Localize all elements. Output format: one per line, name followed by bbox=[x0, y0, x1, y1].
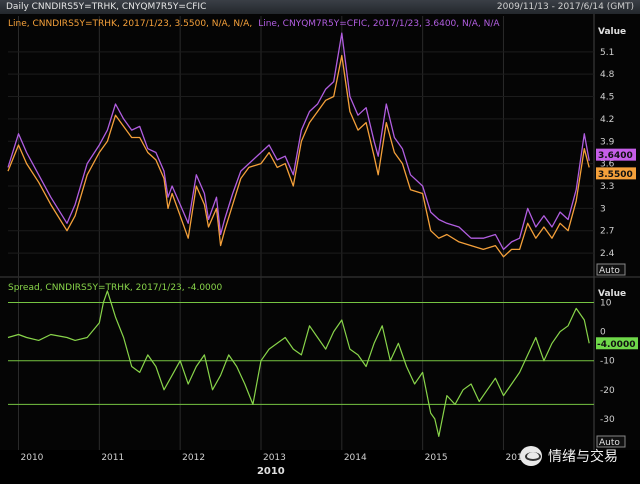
price-tick-label: 4.8 bbox=[600, 70, 615, 80]
spread-axis-title: Value bbox=[598, 289, 626, 299]
spread-last-value-tag bbox=[596, 337, 638, 350]
spread-tick-label: -10 bbox=[600, 357, 615, 367]
series-line-CNYQM7R5Y=CFIC bbox=[7, 32, 590, 251]
spread-panel bbox=[0, 278, 640, 450]
last-value-tag-text: 3.5500 bbox=[598, 170, 633, 180]
wechat-icon bbox=[520, 446, 542, 466]
spread-auto-scale-button bbox=[596, 435, 626, 448]
price-tick-label: 5.1 bbox=[600, 48, 614, 58]
x-year-label: 2010 bbox=[257, 466, 285, 477]
last-value-tag bbox=[596, 148, 636, 161]
spread-auto-scale-label: Auto bbox=[599, 438, 620, 448]
chart-header: Daily CNNDIRS5Y=TRHK, CNYQM7R5Y=CFIC 200… bbox=[0, 0, 640, 14]
price-panel bbox=[0, 14, 640, 276]
auto-scale-button bbox=[596, 263, 626, 276]
x-tick-label: 2016 bbox=[505, 453, 528, 463]
last-value-tag bbox=[596, 167, 636, 180]
series-line-spread bbox=[7, 290, 590, 437]
price-tick-label: 4.2 bbox=[600, 115, 614, 125]
series-line-CNNDIRS5Y=TRHK bbox=[7, 54, 590, 258]
price-tick-label: 3 bbox=[600, 204, 606, 214]
date-range: 2009/11/13 - 2017/6/14 (GMT) bbox=[496, 2, 634, 12]
price-tick-label: 3.6 bbox=[600, 160, 615, 170]
x-tick-label: 2014 bbox=[344, 453, 367, 463]
price-axis-title: Value bbox=[598, 27, 626, 37]
x-tick-label: 2011 bbox=[101, 453, 124, 463]
watermark-text: 情绪与交易 bbox=[548, 449, 618, 465]
spread-tick-label: 10 bbox=[600, 299, 612, 309]
watermark: 情绪与交易 bbox=[520, 446, 618, 466]
spread-tick-label: -30 bbox=[600, 415, 615, 425]
spread-legend-entry: Spread, CNNDIRS5Y=TRHK, 2017/1/23, -4.00… bbox=[8, 283, 223, 293]
price-tick-label: 3.9 bbox=[600, 137, 615, 147]
chart-title: Daily CNNDIRS5Y=TRHK, CNYQM7R5Y=CFIC bbox=[6, 2, 207, 12]
x-tick-label: 2010 bbox=[21, 453, 44, 463]
price-tick-label: 4.5 bbox=[600, 93, 614, 103]
x-tick-label: 2015 bbox=[425, 453, 448, 463]
auto-scale-label: Auto bbox=[599, 266, 620, 276]
x-tick-label: 2012 bbox=[182, 453, 205, 463]
price-legend-entry: Line, CNNDIRS5Y=TRHK, 2017/1/23, 3.5500,… bbox=[8, 19, 252, 29]
spread-last-value-text: -4.0000 bbox=[597, 340, 635, 350]
price-tick-label: 2.4 bbox=[600, 249, 615, 259]
spread-tick-label: -20 bbox=[600, 386, 615, 396]
x-tick-label: 2013 bbox=[263, 453, 286, 463]
price-legend-entry: Line, CNYQM7R5Y=CFIC, 2017/1/23, 3.6400,… bbox=[258, 19, 500, 29]
price-tick-label: 3.3 bbox=[600, 182, 614, 192]
spread-tick-label: 0 bbox=[600, 328, 606, 338]
price-tick-label: 2.7 bbox=[600, 227, 614, 237]
last-value-tag-text: 3.6400 bbox=[598, 151, 633, 161]
